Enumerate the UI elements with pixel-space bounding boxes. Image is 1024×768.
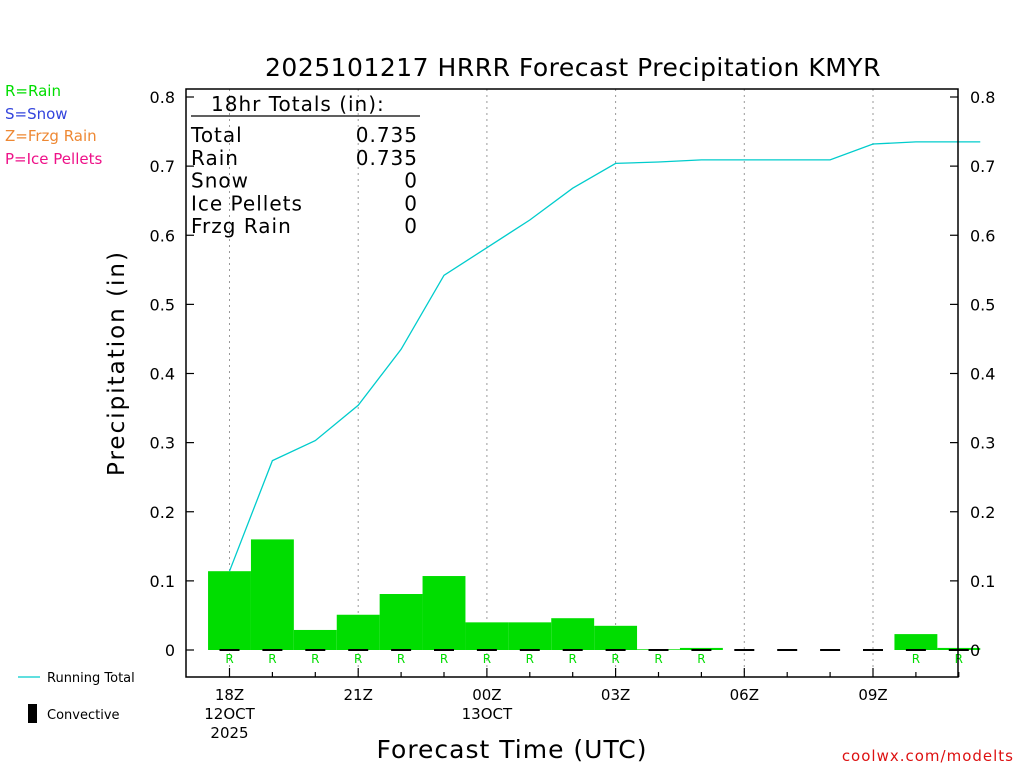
x-tick-label-06Z: 06Z (730, 686, 759, 704)
precip-type-label-hour-7: R (526, 652, 534, 666)
bar-hour-5 (422, 576, 466, 650)
legend-ice-pellets: P=Ice Pellets (5, 150, 103, 168)
totals-value-total: 0.735 (356, 123, 418, 147)
y-tick-label-right-0.8: 0.8 (970, 88, 995, 107)
bar-hour-4 (379, 594, 423, 650)
bar-hour-0 (208, 571, 251, 650)
bottom-legend: Running Total Convective (18, 671, 135, 723)
legend-frzg-rain: Z=Frzg Rain (5, 127, 97, 145)
precip-type-label-hour-3: R (354, 652, 362, 666)
bar-hour-11 (679, 647, 723, 650)
precip-type-label-hour-17: R (955, 652, 963, 666)
y-axis-title: Precipitation (in) (104, 250, 130, 476)
y-tick-label-left-0.3: 0.3 (150, 434, 175, 453)
bar-hour-6 (465, 622, 509, 650)
totals-label-snow: Snow (191, 169, 249, 193)
bar-hour-7 (508, 622, 552, 650)
x-tick-label-18Z: 18Z (215, 686, 244, 704)
precip-type-label-hour-8: R (569, 652, 577, 666)
x-tick-label-21Z: 21Z (344, 686, 373, 704)
x-tick-date-13OCT: 13OCT (462, 705, 513, 723)
bar-hour-16 (894, 634, 938, 650)
precip-type-label-hour-1: R (268, 652, 276, 666)
precip-type-label-hour-9: R (611, 652, 619, 666)
y-tick-label-right-0.4: 0.4 (970, 365, 995, 384)
totals-box: 18hr Totals (in): Total 0.735 Rain 0.735 Sno… (190, 92, 420, 238)
bar-hour-3 (336, 614, 380, 650)
y-tick-label-left-0.5: 0.5 (150, 295, 175, 314)
y-tick-label-right-0.7: 0.7 (970, 157, 995, 176)
totals-value-ice-pellets: 0 (404, 191, 418, 215)
y-tick-label-left-0.2: 0.2 (150, 503, 175, 522)
plot-frame (185, 88, 959, 678)
running-total-line (228, 141, 981, 572)
running-total-legend-label: Running Total (47, 671, 135, 686)
totals-rows: Total 0.735 Rain 0.735 Snow 0 Ice Pellets 0 Frzg… (190, 123, 418, 238)
y-tick-label-left-0.6: 0.6 (150, 226, 175, 245)
y-tick-label-right-0.3: 0.3 (970, 434, 995, 453)
precip-type-label-hour-16: R (912, 652, 920, 666)
y-tick-label-left-0.8: 0.8 (150, 88, 175, 107)
y-tick-label-right-0: 0 (970, 641, 980, 660)
x-tick-date-12OCT: 12OCT (204, 705, 255, 723)
y-tick-label-right-0.1: 0.1 (970, 572, 995, 591)
totals-label-rain: Rain (191, 146, 239, 170)
bar-hour-8 (551, 618, 595, 650)
convective-legend-swatch (28, 704, 37, 723)
convective-legend-label: Convective (47, 708, 120, 723)
y-tick-label-left-0.4: 0.4 (150, 365, 175, 384)
totals-label-frzg-rain: Frzg Rain (191, 214, 292, 238)
precip-type-label-hour-10: R (654, 652, 662, 666)
chart-title: 2025101217 HRRR Forecast Precipitation K… (265, 53, 881, 82)
bar-hour-17 (937, 647, 981, 650)
y-tick-label-right-0.6: 0.6 (970, 226, 995, 245)
x-tick-label-09Z: 09Z (858, 686, 887, 704)
x-tick-label-00Z: 00Z (472, 686, 501, 704)
y-tick-label-right-0.2: 0.2 (970, 503, 995, 522)
totals-label-total: Total (190, 123, 243, 147)
x-axis-title: Forecast Time (UTC) (377, 735, 648, 764)
x-tick-year-2025: 2025 (210, 724, 248, 742)
vertical-gridlines (229, 89, 874, 677)
precip-type-label-hour-11: R (697, 652, 705, 666)
x-tick-label-03Z: 03Z (601, 686, 630, 704)
y-tick-label-left-0: 0 (165, 641, 175, 660)
precip-type-label-hour-2: R (311, 652, 319, 666)
legend-snow: S=Snow (5, 105, 68, 123)
credit-text: coolwx.com/modelts (842, 747, 1014, 765)
legend-rain: R=Rain (5, 82, 61, 100)
bar-hour-2 (293, 629, 337, 650)
totals-header: 18hr Totals (in): (211, 92, 385, 116)
totals-value-frzg-rain: 0 (404, 214, 418, 238)
y-tick-label-right-0.5: 0.5 (970, 295, 995, 314)
totals-value-snow: 0 (404, 169, 418, 193)
y-tick-label-left-0.7: 0.7 (150, 157, 175, 176)
y-axes: 0 00.1 0.10.2 0.20.3 0.30.4 0.40.5 0.50.6 0.60.… (150, 88, 996, 660)
bars-layer (208, 539, 981, 650)
bar-hour-9 (594, 625, 638, 650)
totals-value-rain: 0.735 (356, 146, 418, 170)
precip-type-label-hour-5: R (440, 652, 448, 666)
totals-label-ice-pellets: Ice Pellets (191, 191, 303, 215)
bar-hour-1 (250, 539, 294, 650)
y-tick-label-left-0.1: 0.1 (150, 572, 175, 591)
precip-type-label-hour-0: R (225, 652, 233, 666)
precip-type-label-hour-6: R (483, 652, 491, 666)
precip-type-label-hour-4: R (397, 652, 405, 666)
